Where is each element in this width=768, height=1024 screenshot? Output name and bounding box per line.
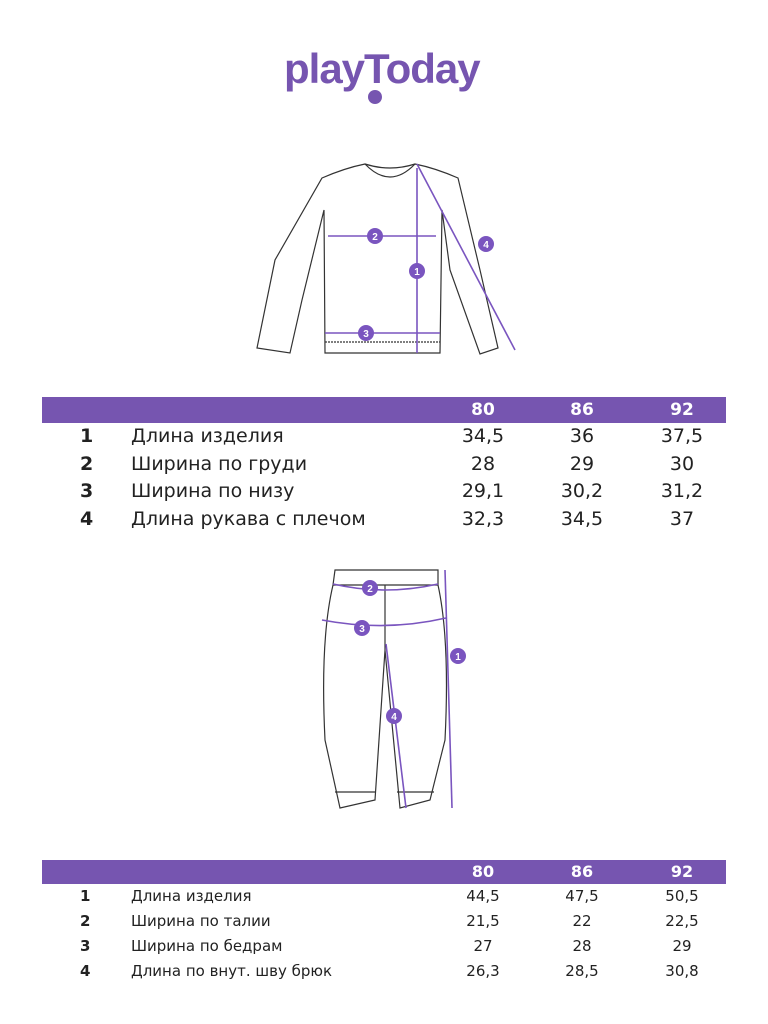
value-cell: 34,5: [560, 507, 604, 530]
marker-1: [450, 648, 466, 664]
table-row: 2 Ширина по талии 21,5 22 22,5: [42, 909, 726, 934]
table-header: 80 86 92: [42, 397, 726, 423]
shirt-diagram: 2 3 1 4: [256, 163, 516, 355]
marker-label: 2: [367, 584, 373, 595]
marker-label: 4: [391, 712, 397, 723]
marker-3: [358, 325, 374, 341]
marker-3: [354, 620, 370, 636]
marker-2: [362, 580, 378, 596]
value-cell: 30: [669, 452, 695, 475]
value-cell: 31,2: [660, 480, 704, 502]
table-row: 1 Длина изделия 34,5 36 37,5: [42, 423, 726, 451]
value-cell: 26,3: [466, 962, 500, 980]
marker-label: 4: [483, 240, 489, 251]
logo-text: playToday: [284, 45, 481, 92]
value-cell: 47,5: [565, 887, 599, 905]
measurement-markers: [358, 228, 494, 341]
marker-4: [386, 708, 402, 724]
size-header: 86: [570, 400, 594, 420]
marker-label: 3: [359, 624, 365, 635]
value-cell: 27: [473, 937, 493, 955]
marker-label: 1: [455, 652, 461, 663]
marker-label: 2: [372, 232, 378, 243]
measurement-label: Ширина по груди: [131, 452, 308, 475]
measurement-label: Длина изделия: [131, 887, 252, 905]
value-cell: 28: [470, 452, 496, 475]
marker-4: [478, 236, 494, 252]
value-cell: 21,5: [466, 912, 500, 930]
size-header: 92: [670, 400, 694, 420]
value-cell: 28: [572, 937, 592, 955]
size-header: 92: [670, 862, 694, 881]
size-header: 86: [570, 862, 594, 881]
value-cell: 32,3: [461, 507, 505, 530]
marker-label: 3: [363, 329, 369, 340]
table-row: 3 Ширина по бедрам 27 28 29: [42, 934, 726, 959]
value-cell: 30,2: [560, 480, 604, 502]
value-cell: 30,8: [665, 962, 699, 980]
value-cell: 29: [569, 452, 595, 475]
value-cell: 37: [669, 507, 695, 530]
measurement-label: Ширина по низу: [131, 480, 295, 502]
row-number: 1: [80, 425, 94, 447]
marker-2: [367, 228, 383, 244]
row-number: 3: [80, 937, 91, 955]
row-number: 1: [80, 887, 91, 905]
value-cell: 22,5: [665, 912, 699, 930]
value-cell: 29: [672, 937, 692, 955]
shirt-size-table: 80 86 92 1 Длина изделия 34,5 36 37,5 2 Ширина…: [42, 397, 726, 533]
playtoday-logo: playToday: [284, 46, 484, 108]
pants-size-table: 80 86 92 1 Длина изделия 44,5 47,5 50,5 2 Шири…: [42, 860, 726, 984]
value-cell: 34,5: [461, 425, 505, 447]
value-cell: 44,5: [466, 887, 500, 905]
value-cell: 28,5: [565, 962, 599, 980]
measurement-label: Ширина по талии: [131, 912, 271, 930]
value-cell: 36: [569, 425, 595, 447]
row-number: 2: [80, 452, 94, 475]
marker-label: 1: [414, 267, 420, 278]
marker-1: [409, 263, 425, 279]
value-cell: 50,5: [665, 887, 699, 905]
value-cell: 22: [572, 912, 592, 930]
row-number: 3: [80, 480, 94, 502]
table-row: 2 Ширина по груди 28 29 30: [42, 451, 726, 479]
measurement-markers: [354, 580, 466, 724]
value-cell: 29,1: [461, 480, 505, 502]
row-number: 2: [80, 912, 91, 930]
size-header: 80: [471, 862, 495, 881]
table-row: 4 Длина по внут. шву брюк 26,3 28,5 30,8: [42, 959, 726, 984]
measurement-label: Длина по внут. шву брюк: [131, 962, 333, 980]
table-header: 80 86 92: [42, 860, 726, 884]
logo-dot: [368, 90, 382, 104]
table-row: 4 Длина рукава с плечом 32,3 34,5 37: [42, 506, 726, 534]
pants-diagram: 2 3 1 4: [321, 569, 466, 809]
row-number: 4: [80, 962, 91, 980]
size-header: 80: [471, 400, 495, 420]
table-row: 3 Ширина по низу 29,1 30,2 31,2: [42, 478, 726, 506]
row-number: 4: [80, 507, 94, 530]
measurement-label: Ширина по бедрам: [131, 937, 283, 955]
measurement-label: Длина рукава с плечом: [131, 507, 366, 530]
value-cell: 37,5: [660, 425, 704, 447]
table-row: 1 Длина изделия 44,5 47,5 50,5: [42, 884, 726, 909]
measurement-label: Длина изделия: [131, 425, 284, 447]
